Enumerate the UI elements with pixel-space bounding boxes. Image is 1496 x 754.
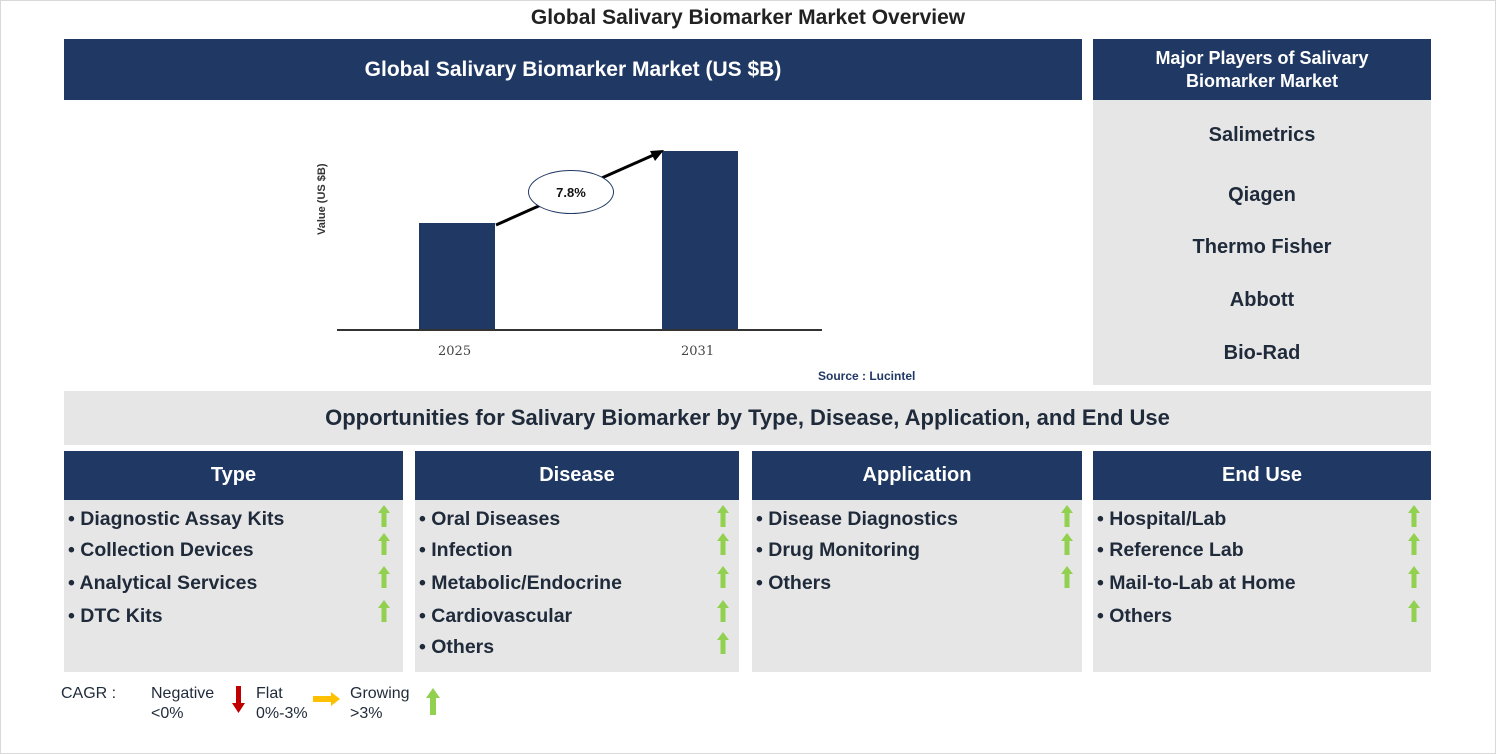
up-arrow-icon <box>717 566 729 588</box>
up-arrow-icon <box>426 688 440 715</box>
list-item: • Metabolic/Endocrine <box>419 572 622 594</box>
players-list: Salimetrics Qiagen Thermo Fisher Abbott … <box>1093 100 1431 385</box>
legend-negative-range: <0% <box>151 705 184 722</box>
legend-growing-range: >3% <box>350 705 383 722</box>
list-item: • Others <box>419 636 495 658</box>
category-header-end-use: End Use <box>1093 451 1431 500</box>
player-item: Salimetrics <box>1208 124 1316 146</box>
up-arrow-icon <box>378 600 390 622</box>
list-item: • Disease Diagnostics <box>756 508 958 530</box>
legend-label: CAGR : <box>61 685 117 702</box>
list-item: • Others <box>756 572 832 594</box>
up-arrow-icon <box>717 505 729 527</box>
legend-growing-name: Growing <box>350 685 410 702</box>
bar-2025 <box>419 223 495 330</box>
legend-flat-name: Flat <box>256 685 283 702</box>
up-arrow-icon <box>717 632 729 654</box>
player-item: Qiagen <box>1228 184 1296 206</box>
up-arrow-icon <box>378 533 390 555</box>
category-list-end-use: • Hospital/Lab • Reference Lab • Mail-to… <box>1093 500 1431 672</box>
list-item: • Drug Monitoring <box>756 539 920 561</box>
x-tick-2031: 2031 <box>681 344 715 359</box>
right-arrow-icon <box>313 692 340 706</box>
up-arrow-icon <box>1061 566 1073 588</box>
up-arrow-icon <box>717 533 729 555</box>
down-arrow-icon <box>232 686 245 713</box>
legend-flat: Flat 0%-3% <box>256 684 308 724</box>
category-header-application: Application <box>752 451 1082 500</box>
list-item: • Analytical Services <box>68 572 258 594</box>
list-item: • Collection Devices <box>68 539 254 561</box>
list-item: • Infection <box>419 539 513 561</box>
up-arrow-icon <box>1061 505 1073 527</box>
player-item: Thermo Fisher <box>1192 236 1332 258</box>
list-item: • Reference Lab <box>1097 539 1244 561</box>
up-arrow-icon <box>717 600 729 622</box>
list-item: • Diagnostic Assay Kits <box>68 508 285 530</box>
chart-header: Global Salivary Biomarker Market (US $B) <box>64 39 1082 100</box>
legend-flat-range: 0%-3% <box>256 705 308 722</box>
up-arrow-icon <box>1061 533 1073 555</box>
up-arrow-icon <box>378 505 390 527</box>
category-list-disease: • Oral Diseases • Infection • Metabolic/… <box>415 500 739 672</box>
bar-2031 <box>662 151 738 330</box>
up-arrow-icon <box>1408 533 1420 555</box>
list-item: • Cardiovascular <box>419 605 573 627</box>
source-label: Source : Lucintel <box>818 369 916 383</box>
up-arrow-icon <box>1408 600 1420 622</box>
page-title: Global Salivary Biomarker Market Overvie… <box>530 6 966 29</box>
category-list-application: • Disease Diagnostics • Drug Monitoring … <box>752 500 1082 672</box>
y-axis-label: Value (US $B) <box>316 163 328 235</box>
opportunities-banner: Opportunities for Salivary Biomarker by … <box>64 391 1431 445</box>
category-list-type: • Diagnostic Assay Kits • Collection Dev… <box>64 500 403 672</box>
up-arrow-icon <box>1408 566 1420 588</box>
up-arrow-icon <box>378 566 390 588</box>
list-item: • Oral Diseases <box>419 508 561 530</box>
list-item: • Others <box>1097 605 1173 627</box>
list-item: • DTC Kits <box>68 605 163 627</box>
list-item: • Hospital/Lab <box>1097 508 1227 530</box>
players-header-text: Major Players of Salivary Biomarker Mark… <box>1155 47 1369 91</box>
cagr-annotation: 7.8% <box>528 170 614 214</box>
category-header-disease: Disease <box>415 451 739 500</box>
category-header-type: Type <box>64 451 403 500</box>
up-arrow-icon <box>1408 505 1420 527</box>
players-header: Major Players of Salivary Biomarker Mark… <box>1093 39 1431 100</box>
x-tick-2025: 2025 <box>438 344 472 359</box>
player-item: Abbott <box>1229 289 1295 311</box>
legend-growing: Growing >3% <box>350 684 410 724</box>
player-item: Bio-Rad <box>1223 342 1301 364</box>
legend-negative-name: Negative <box>151 685 215 702</box>
list-item: • Mail-to-Lab at Home <box>1097 572 1296 594</box>
legend-negative: Negative <0% <box>151 684 214 724</box>
x-axis-line <box>337 329 822 331</box>
